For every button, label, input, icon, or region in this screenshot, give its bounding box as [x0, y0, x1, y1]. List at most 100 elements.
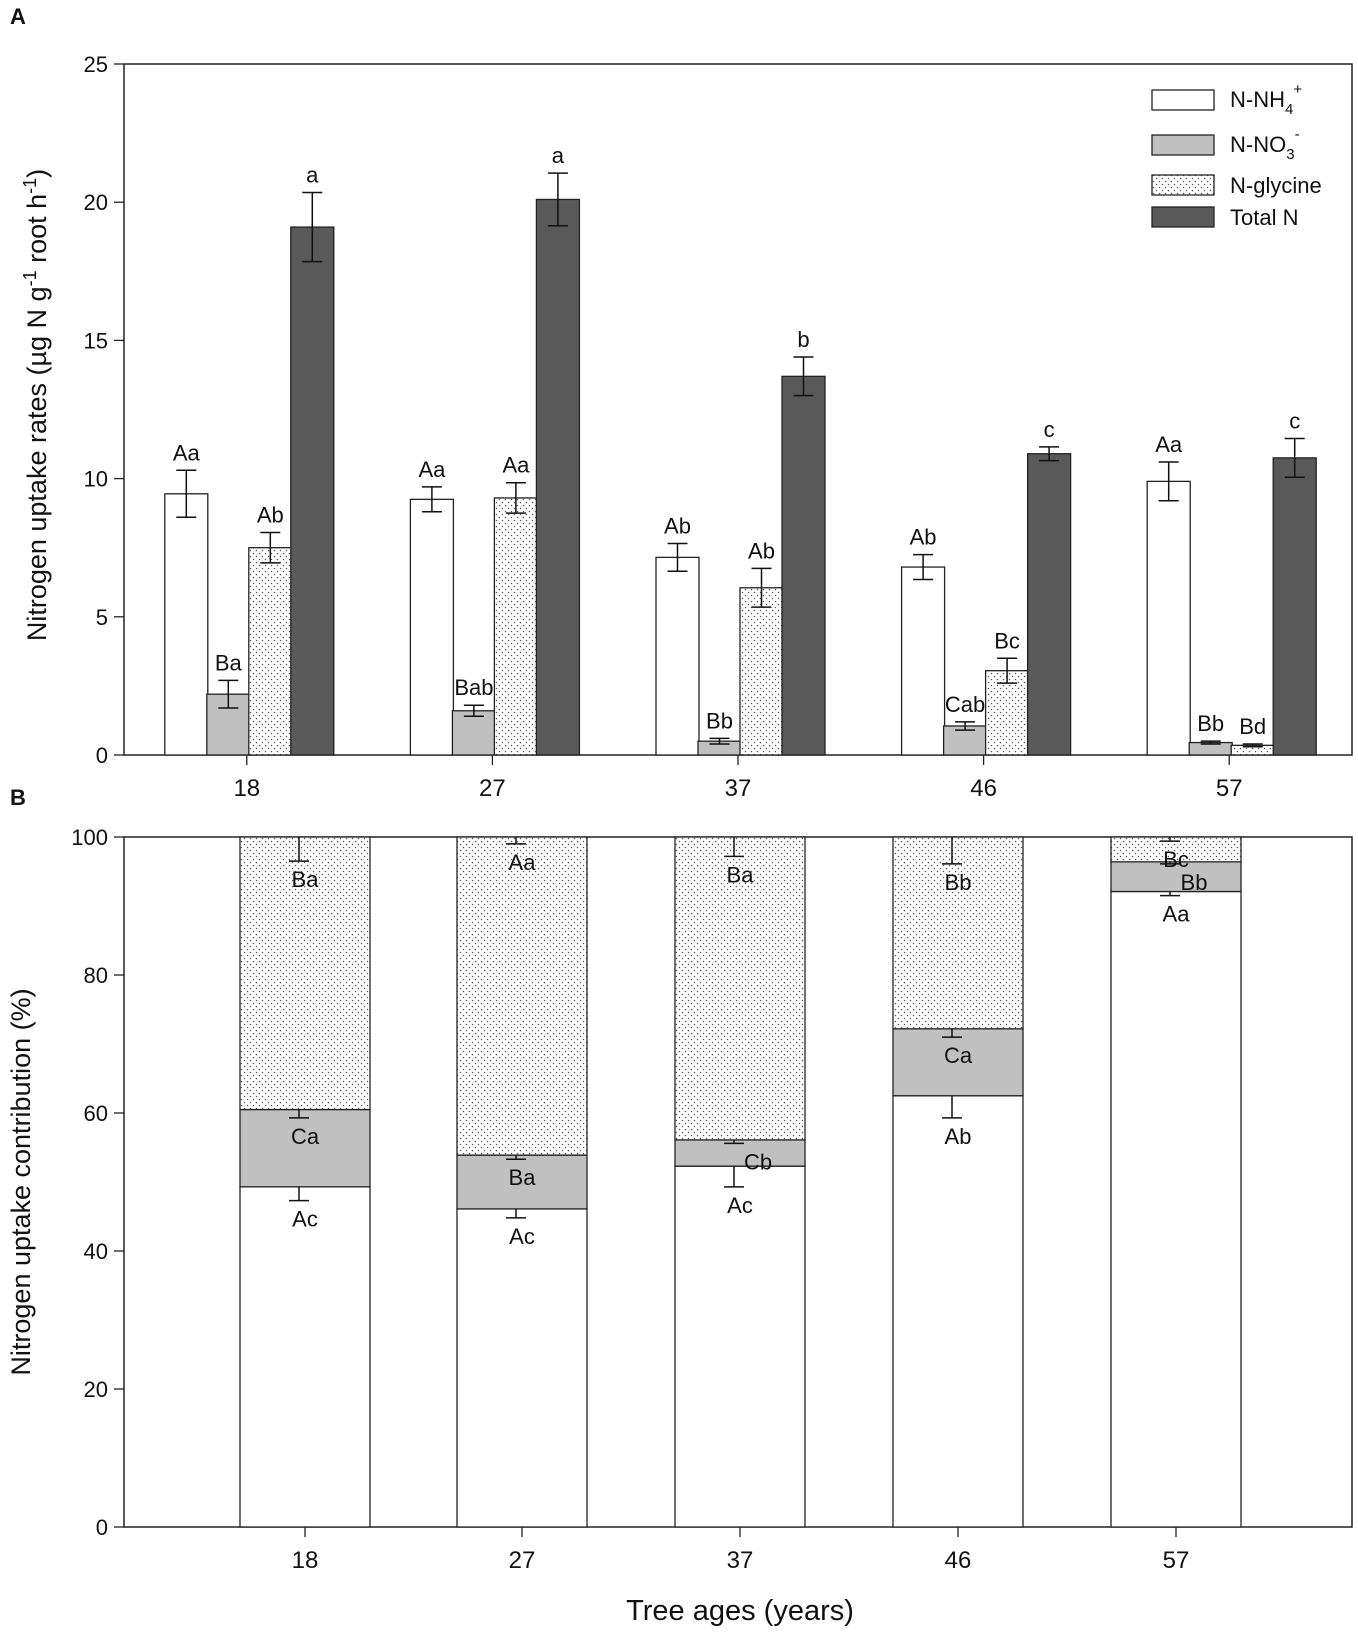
b-xtick-label-57: 57 — [1163, 1547, 1190, 1574]
panel-letter-a: A — [10, 4, 26, 29]
panel-b-y-axis-title: Nitrogen uptake contribution (%) — [6, 988, 36, 1375]
b-label-46-1: Ca — [944, 1043, 973, 1068]
panel-a-ylabel-end: ) — [22, 169, 52, 178]
panel-a-ylabel-sup1: -1 — [20, 270, 40, 286]
b-segment-27-0 — [456, 1208, 588, 1528]
b-label-57-2: Bc — [1163, 847, 1189, 872]
b-label-57-1: Bb — [1181, 870, 1208, 895]
panel-a-x-axis: 18 27 37 46 57 — [233, 755, 1243, 802]
a-xtick-label-18: 18 — [233, 775, 260, 802]
a-bar-57-0 — [1146, 480, 1191, 756]
panel-a-error-bars — [176, 172, 1305, 748]
a-ytick-label-3: 15 — [84, 328, 108, 353]
a-label-18-0: Aa — [173, 440, 201, 465]
b-label-18-2: Ba — [292, 867, 320, 892]
a-label-37-0: Ab — [664, 514, 691, 539]
b-ytick-label-5: 100 — [71, 825, 108, 850]
a-label-57-1: Bb — [1197, 711, 1224, 736]
a-label-27-2: Aa — [502, 453, 530, 478]
panel-a-significance-labels: Aa Ba Ab a Aa Bab Aa a Ab Bb Ab b Ab Cab Bc c Aa Bb Bd c — [173, 143, 1300, 739]
a-bar-46-2 — [984, 670, 1030, 756]
a-xtick-label-57: 57 — [1216, 775, 1243, 802]
b-segment-46-2 — [892, 836, 1024, 1030]
b-xtick-label-27: 27 — [509, 1547, 536, 1574]
b-segment-18-2 — [239, 836, 371, 1111]
a-label-57-3: c — [1289, 409, 1300, 434]
a-bar-27-2 — [493, 497, 539, 756]
a-label-37-1: Bb — [706, 708, 733, 733]
a-label-46-3: c — [1044, 417, 1055, 442]
panel-b-y-axis: 0 20 40 60 80 100 — [71, 825, 124, 1540]
b-ytick-label-2: 40 — [84, 1239, 108, 1264]
a-bar-46-3 — [1026, 453, 1072, 756]
a-bar-18-3 — [290, 226, 335, 756]
b-label-57-0: Aa — [1163, 902, 1191, 927]
a-ytick-label-4: 20 — [84, 190, 108, 215]
b-label-18-0: Ac — [292, 1207, 318, 1232]
b-label-18-1: Ca — [291, 1124, 320, 1149]
panel-a-ylabel-mid: root h — [22, 194, 52, 271]
legend-swatch-glycine — [1151, 174, 1215, 196]
a-label-27-0: Aa — [418, 457, 446, 482]
a-bar-18-0 — [164, 493, 209, 756]
panel-b-bars — [239, 836, 1242, 1528]
a-label-37-3: b — [797, 327, 809, 352]
b-xtick-label-18: 18 — [292, 1547, 319, 1574]
legend-swatch-total — [1151, 206, 1215, 228]
panel-letter-b: B — [10, 785, 26, 810]
b-segment-37-1 — [674, 1139, 806, 1167]
b-xtick-label-46: 46 — [945, 1547, 972, 1574]
a-label-57-2: Bd — [1239, 714, 1266, 739]
a-bar-37-0 — [655, 556, 700, 756]
b-ytick-label-1: 20 — [84, 1377, 108, 1402]
b-segment-46-0 — [892, 1095, 1024, 1528]
a-xtick-label-27: 27 — [479, 775, 506, 802]
b-label-37-0: Ac — [727, 1193, 753, 1218]
b-xtick-label-37: 37 — [727, 1547, 754, 1574]
a-ytick-label-2: 10 — [84, 467, 108, 492]
legend-label-total: Total N — [1230, 205, 1298, 230]
b-segment-37-0 — [674, 1165, 806, 1528]
panel-a-bars — [164, 198, 1317, 756]
a-label-27-3: a — [552, 143, 565, 168]
b-label-46-2: Bb — [945, 870, 972, 895]
a-bar-37-3 — [781, 375, 826, 756]
a-ytick-label-5: 25 — [84, 52, 108, 77]
legend-label-no3: N-NO3- — [1230, 126, 1300, 163]
a-label-46-0: Ab — [910, 525, 937, 550]
a-xtick-label-37: 37 — [725, 775, 752, 802]
b-label-37-2: Ba — [727, 862, 755, 887]
legend-swatch-no3 — [1151, 134, 1215, 156]
panel-a-ylabel-main: Nitrogen uptake rates (µg N g — [22, 286, 52, 641]
a-bar-27-0 — [409, 498, 455, 756]
a-ytick-label-0: 0 — [96, 743, 108, 768]
b-ytick-label-0: 0 — [96, 1515, 108, 1540]
a-bar-27-3 — [535, 198, 581, 756]
panel-b-error-bars — [289, 837, 1180, 1219]
b-segment-46-1 — [892, 1028, 1024, 1097]
b-segment-18-1 — [239, 1108, 371, 1188]
a-label-18-1: Ba — [215, 650, 243, 675]
a-bar-57-3 — [1272, 457, 1317, 756]
a-bar-27-1 — [451, 710, 497, 756]
a-label-37-2: Ab — [748, 538, 775, 563]
a-bar-37-2 — [739, 587, 784, 756]
a-xtick-label-46: 46 — [970, 775, 997, 802]
a-label-18-3: a — [306, 163, 319, 188]
a-ytick-label-1: 5 — [96, 605, 108, 630]
b-label-27-0: Ac — [509, 1224, 535, 1249]
a-label-46-1: Cab — [945, 692, 985, 717]
panel-a-legend: N-NH4+ N-NO3- N-glycine Total N — [1151, 81, 1322, 230]
b-label-46-0: Ab — [945, 1124, 972, 1149]
b-label-37-1: Cb — [744, 1149, 772, 1174]
b-segment-57-0 — [1110, 890, 1242, 1528]
legend-swatch-nh4 — [1151, 89, 1215, 111]
b-segment-27-2 — [456, 836, 588, 1156]
panel-b-x-axis: 18 27 37 46 57 — [292, 1527, 1190, 1574]
a-label-18-2: Ab — [257, 502, 284, 527]
b-ytick-label-3: 60 — [84, 1101, 108, 1126]
b-label-27-2: Aa — [509, 850, 537, 875]
b-label-27-1: Ba — [509, 1165, 537, 1190]
